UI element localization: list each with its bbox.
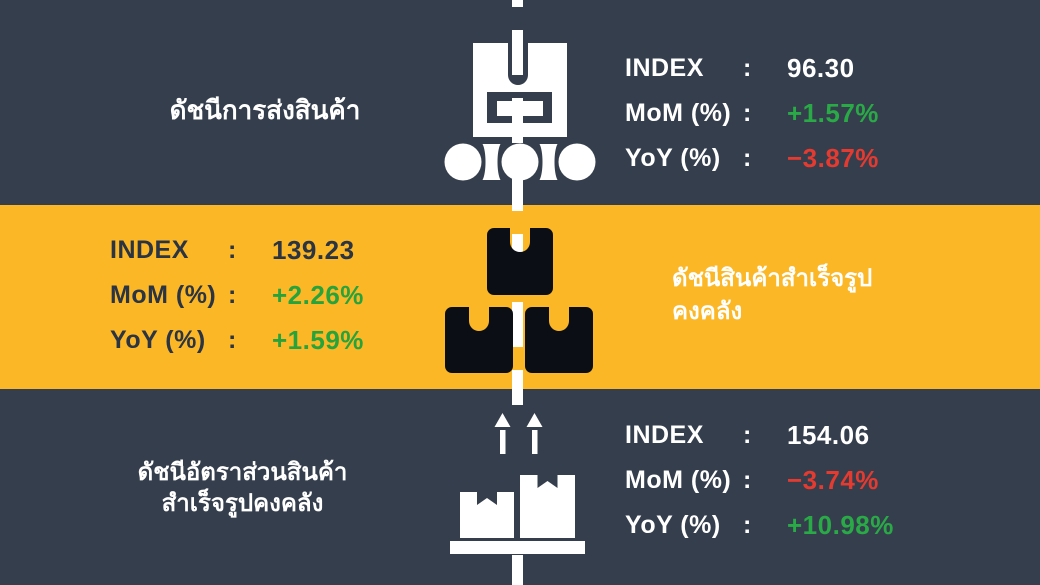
stat-label: YoY (%)	[625, 144, 721, 172]
stat-label: MoM (%)	[625, 99, 732, 127]
stat-row: INDEX : 139.23	[110, 228, 364, 273]
stat-value: −3.87%	[787, 143, 879, 173]
stat-colon: :	[228, 326, 237, 354]
stat-colon: :	[743, 466, 752, 494]
stat-colon: :	[743, 99, 752, 127]
stat-label: INDEX	[625, 421, 704, 449]
box-conveyor-icon	[440, 40, 600, 185]
stat-value: 96.30	[787, 53, 855, 83]
section-title-finished-goods-inventory-ratio-index: ดัชนีอัตราส่วนสินค้า สำเร็จรูปคงคลัง	[95, 457, 390, 519]
stat-label: YoY (%)	[110, 326, 206, 354]
stats-shipment-index: INDEX : 96.30 MoM (%) : +1.57% YoY (%) :…	[625, 46, 879, 181]
stat-row: MoM (%) : +2.26%	[110, 273, 364, 318]
stat-colon: :	[743, 54, 752, 82]
title-line: ดัชนีสินค้าสำเร็จรูป	[672, 265, 873, 292]
stats-finished-goods-inventory-index: INDEX : 139.23 MoM (%) : +2.26% YoY (%) …	[110, 228, 364, 363]
stat-value: +2.26%	[272, 280, 364, 310]
stat-row: MoM (%) : +1.57%	[625, 91, 879, 136]
stat-label: MoM (%)	[110, 281, 217, 309]
stats-finished-goods-inventory-ratio-index: INDEX : 154.06 MoM (%) : −3.74% YoY (%) …	[625, 413, 894, 548]
stat-row: YoY (%) : −3.87%	[625, 136, 879, 181]
stat-value: +10.98%	[787, 510, 894, 540]
section-title-shipment-index: ดัชนีการส่งสินค้า	[115, 95, 415, 125]
stat-row: YoY (%) : +1.59%	[110, 318, 364, 363]
stat-colon: :	[228, 281, 237, 309]
stat-row: YoY (%) : +10.98%	[625, 503, 894, 548]
stat-colon: :	[743, 421, 752, 449]
stat-row: MoM (%) : −3.74%	[625, 458, 894, 503]
stat-colon: :	[228, 236, 237, 264]
stat-label: YoY (%)	[625, 511, 721, 539]
stat-value: +1.59%	[272, 325, 364, 355]
stat-value: 139.23	[272, 235, 355, 265]
stat-colon: :	[743, 144, 752, 172]
title-line: ดัชนีอัตราส่วนสินค้า	[137, 459, 348, 486]
section-title-finished-goods-inventory-index: ดัชนีสินค้าสำเร็จรูป คงคลัง	[672, 262, 992, 328]
stat-row: INDEX : 96.30	[625, 46, 879, 91]
stat-value: −3.74%	[787, 465, 879, 495]
stat-label: INDEX	[625, 54, 704, 82]
stat-value: 154.06	[787, 420, 870, 450]
title-line: คงคลัง	[672, 298, 743, 325]
pallet-boxes-arrows-icon	[440, 405, 600, 555]
title-line: ดัชนีการส่งสินค้า	[169, 95, 361, 125]
stacked-boxes-icon	[440, 222, 600, 380]
stat-colon: :	[743, 511, 752, 539]
stat-row: INDEX : 154.06	[625, 413, 894, 458]
stat-label: INDEX	[110, 236, 189, 264]
title-line: สำเร็จรูปคงคลัง	[161, 490, 324, 517]
stat-value: +1.57%	[787, 98, 879, 128]
stat-label: MoM (%)	[625, 466, 732, 494]
